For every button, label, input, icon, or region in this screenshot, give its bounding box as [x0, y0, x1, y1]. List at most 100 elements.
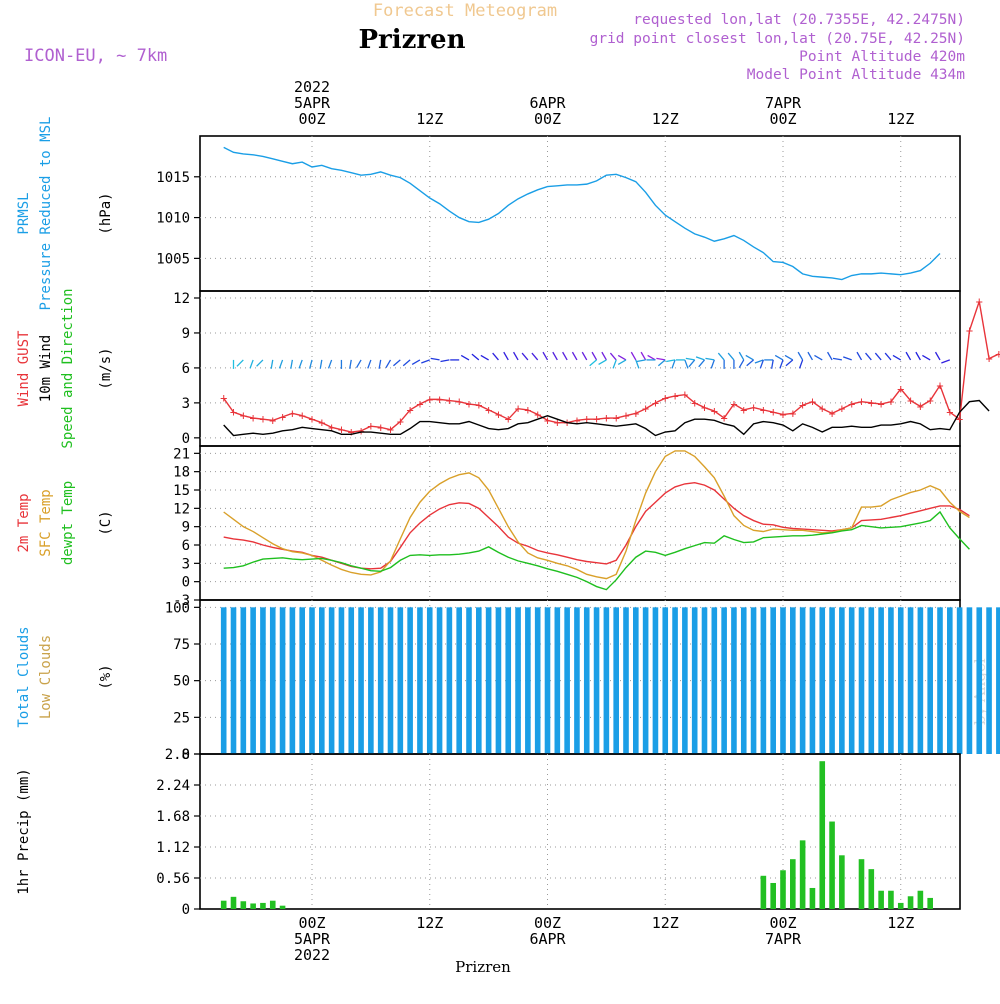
gust-marker: +: [534, 408, 541, 422]
series-10m-wind: [223, 399, 990, 437]
bar-total-clouds: [966, 607, 973, 754]
bottom-time-label: 00Z: [298, 914, 325, 932]
panel-frame: [199, 135, 961, 292]
bottom-time-label: 6APR: [529, 930, 566, 948]
wind-arrow: [480, 354, 489, 361]
wind-arrow: [562, 351, 568, 361]
ytick-label: 18: [173, 465, 190, 481]
gust-marker: +: [259, 412, 266, 426]
wind-arrow: [798, 359, 804, 369]
gust-marker: +: [750, 401, 757, 415]
wind-arrow: [378, 359, 382, 369]
bar-precip: [917, 890, 924, 909]
bar-total-clouds: [750, 607, 757, 754]
wind-arrow: [685, 357, 695, 361]
bar-total-clouds: [240, 607, 247, 754]
wind-arrow: [635, 359, 640, 369]
top-time-label: 7APR: [765, 94, 802, 112]
wind-arrow: [503, 351, 509, 361]
gust-marker: +: [897, 382, 904, 396]
bar-total-clouds: [996, 607, 1000, 754]
bar-precip: [260, 902, 266, 909]
wind-arrow: [738, 359, 745, 369]
gust-marker: +: [613, 411, 620, 425]
gust-marker: +: [299, 409, 306, 423]
ylabel-pressure-0: PRMSL: [16, 192, 32, 234]
wind-arrow: [770, 359, 774, 369]
gust-marker: +: [436, 392, 443, 406]
bar-total-clouds: [701, 607, 708, 754]
wind-arrow: [814, 354, 823, 361]
bar-total-clouds: [897, 607, 904, 754]
bar-total-clouds: [309, 607, 315, 754]
gust-marker: +: [407, 403, 414, 417]
bar-total-clouds: [407, 607, 413, 754]
bar-precip: [230, 896, 237, 909]
wind-arrow: [355, 359, 362, 369]
gust-marker: +: [426, 392, 433, 406]
ytick-label: -3: [173, 593, 190, 609]
gust-marker: +: [554, 416, 561, 430]
bar-precip: [220, 900, 227, 909]
ytick-label: 1005: [156, 251, 190, 267]
ytick-label: 25: [173, 710, 190, 726]
bar-precip: [888, 890, 894, 909]
bar-total-clouds: [525, 607, 531, 754]
bar-total-clouds: [456, 607, 462, 754]
wind-arrow: [589, 359, 597, 367]
gust-marker: +: [985, 352, 992, 366]
info-line-1: requested lon,lat (20.7355E, 42.2475N): [633, 12, 965, 28]
bar-total-clouds: [691, 607, 698, 754]
bar-precip: [799, 840, 806, 909]
bottom-time-label: 00Z: [769, 914, 796, 932]
wind-arrow: [784, 354, 794, 361]
wind-arrow: [884, 352, 892, 361]
ylabel-temperature-2: dewpt Temp: [60, 481, 76, 565]
bar-precip: [897, 902, 904, 909]
ytick-label: 6: [182, 538, 190, 554]
ytick-label: 50: [173, 674, 190, 690]
gust-marker: +: [760, 403, 767, 417]
wind-arrow: [270, 359, 274, 369]
ytick-label: 1015: [156, 170, 190, 186]
gust-marker: +: [868, 396, 875, 410]
bottom-time-label: 5APR: [294, 930, 331, 948]
bar-total-clouds: [603, 607, 610, 754]
bar-precip: [927, 897, 933, 909]
wind-arrow: [657, 359, 666, 367]
bar-total-clouds: [289, 607, 296, 754]
wind-arrow: [591, 351, 598, 361]
gust-marker: +: [475, 398, 482, 412]
wind-arrow: [367, 359, 372, 369]
wind-arrow: [531, 352, 539, 361]
top-time-label: 00Z: [534, 110, 561, 128]
bar-total-clouds: [956, 607, 963, 754]
series-sfc-temp: [223, 450, 970, 580]
gust-marker: +: [936, 378, 943, 392]
wind-arrow: [581, 351, 588, 361]
bar-total-clouds: [907, 607, 914, 754]
ytick-label: 75: [173, 637, 190, 653]
wind-arrow: [785, 359, 794, 367]
bar-total-clouds: [780, 607, 786, 754]
gust-marker: +: [819, 402, 826, 416]
gust-marker: +: [524, 403, 531, 417]
gust-marker: +: [907, 394, 914, 408]
bar-precip: [819, 761, 826, 909]
gust-marker: +: [770, 405, 777, 419]
gust-marker: +: [367, 419, 374, 433]
gust-marker: +: [318, 416, 325, 430]
bar-total-clouds: [534, 607, 541, 754]
wind-arrow: [552, 351, 558, 361]
gust-marker: +: [622, 409, 629, 423]
bar-total-clouds: [397, 607, 404, 754]
wind-arrow: [779, 359, 784, 369]
bar-precip: [907, 896, 914, 909]
gust-marker: +: [966, 324, 973, 338]
gust-marker: +: [505, 412, 512, 426]
unit-pressure: (hPa): [98, 192, 114, 234]
series-2m-temp: [223, 481, 970, 570]
